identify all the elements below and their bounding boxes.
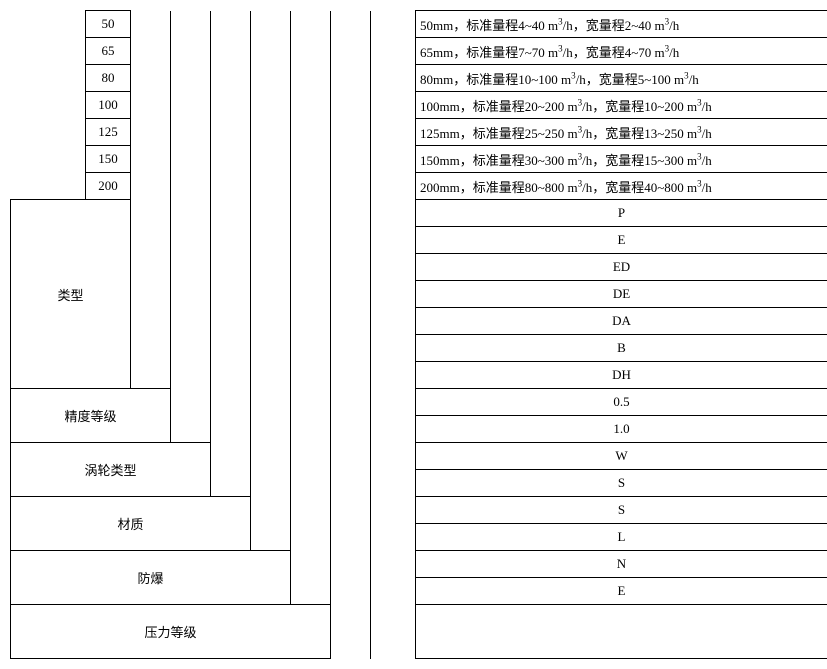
type-DE: DE	[416, 281, 827, 308]
stair-c8-end	[416, 605, 827, 659]
stair-c8	[331, 11, 371, 659]
diameter-100-desc: 100mm，标准量程20~200 m3/h，宽量程10~200 m3/h	[416, 92, 827, 119]
diameter-125-desc: 125mm，标准量程25~250 m3/h，宽量程13~250 m3/h	[416, 119, 827, 146]
pressure-label: 压力等级	[11, 605, 331, 659]
material-label: 材质	[11, 497, 251, 551]
stair-c5	[211, 11, 251, 497]
type-ED: ED	[416, 254, 827, 281]
type-E: E	[416, 227, 827, 254]
type-B: B	[416, 335, 827, 362]
stair-c9	[371, 11, 416, 659]
diameter-150-desc: 150mm，标准量程30~300 m3/h，宽量程15~300 m3/h	[416, 146, 827, 173]
stair-c6	[251, 11, 291, 551]
diameter-125: 125	[86, 119, 131, 146]
diameter-200: 200	[86, 173, 131, 200]
stair-c3	[131, 11, 171, 389]
type-label: 类型	[11, 200, 131, 389]
accuracy-label: 精度等级	[11, 389, 171, 443]
turbine-label: 涡轮类型	[11, 443, 211, 497]
diameter-label-cell	[11, 11, 86, 200]
diameter-50: 50	[86, 11, 131, 38]
spec-table: 50 50mm，标准量程4~40 m3/h，宽量程2~40 m3/h 65 65…	[10, 10, 827, 659]
material-L: L	[416, 524, 827, 551]
accuracy-10: 1.0	[416, 416, 827, 443]
turbine-W: W	[416, 443, 827, 470]
diameter-65: 65	[86, 38, 131, 65]
turbine-S: S	[416, 470, 827, 497]
stair-c4	[171, 11, 211, 443]
diameter-150: 150	[86, 146, 131, 173]
material-S: S	[416, 497, 827, 524]
type-P: P	[416, 200, 827, 227]
diameter-80-desc: 80mm，标准量程10~100 m3/h，宽量程5~100 m3/h	[416, 65, 827, 92]
accuracy-05: 0.5	[416, 389, 827, 416]
explosion-label: 防爆	[11, 551, 291, 605]
explosion-E: E	[416, 578, 827, 605]
diameter-200-desc: 200mm，标准量程80~800 m3/h，宽量程40~800 m3/h	[416, 173, 827, 200]
type-DA: DA	[416, 308, 827, 335]
explosion-N: N	[416, 551, 827, 578]
diameter-100: 100	[86, 92, 131, 119]
stair-c7	[291, 11, 331, 605]
diameter-65-desc: 65mm，标准量程7~70 m3/h，宽量程4~70 m3/h	[416, 38, 827, 65]
type-DH: DH	[416, 362, 827, 389]
diameter-50-desc: 50mm，标准量程4~40 m3/h，宽量程2~40 m3/h	[416, 11, 827, 38]
diameter-80: 80	[86, 65, 131, 92]
